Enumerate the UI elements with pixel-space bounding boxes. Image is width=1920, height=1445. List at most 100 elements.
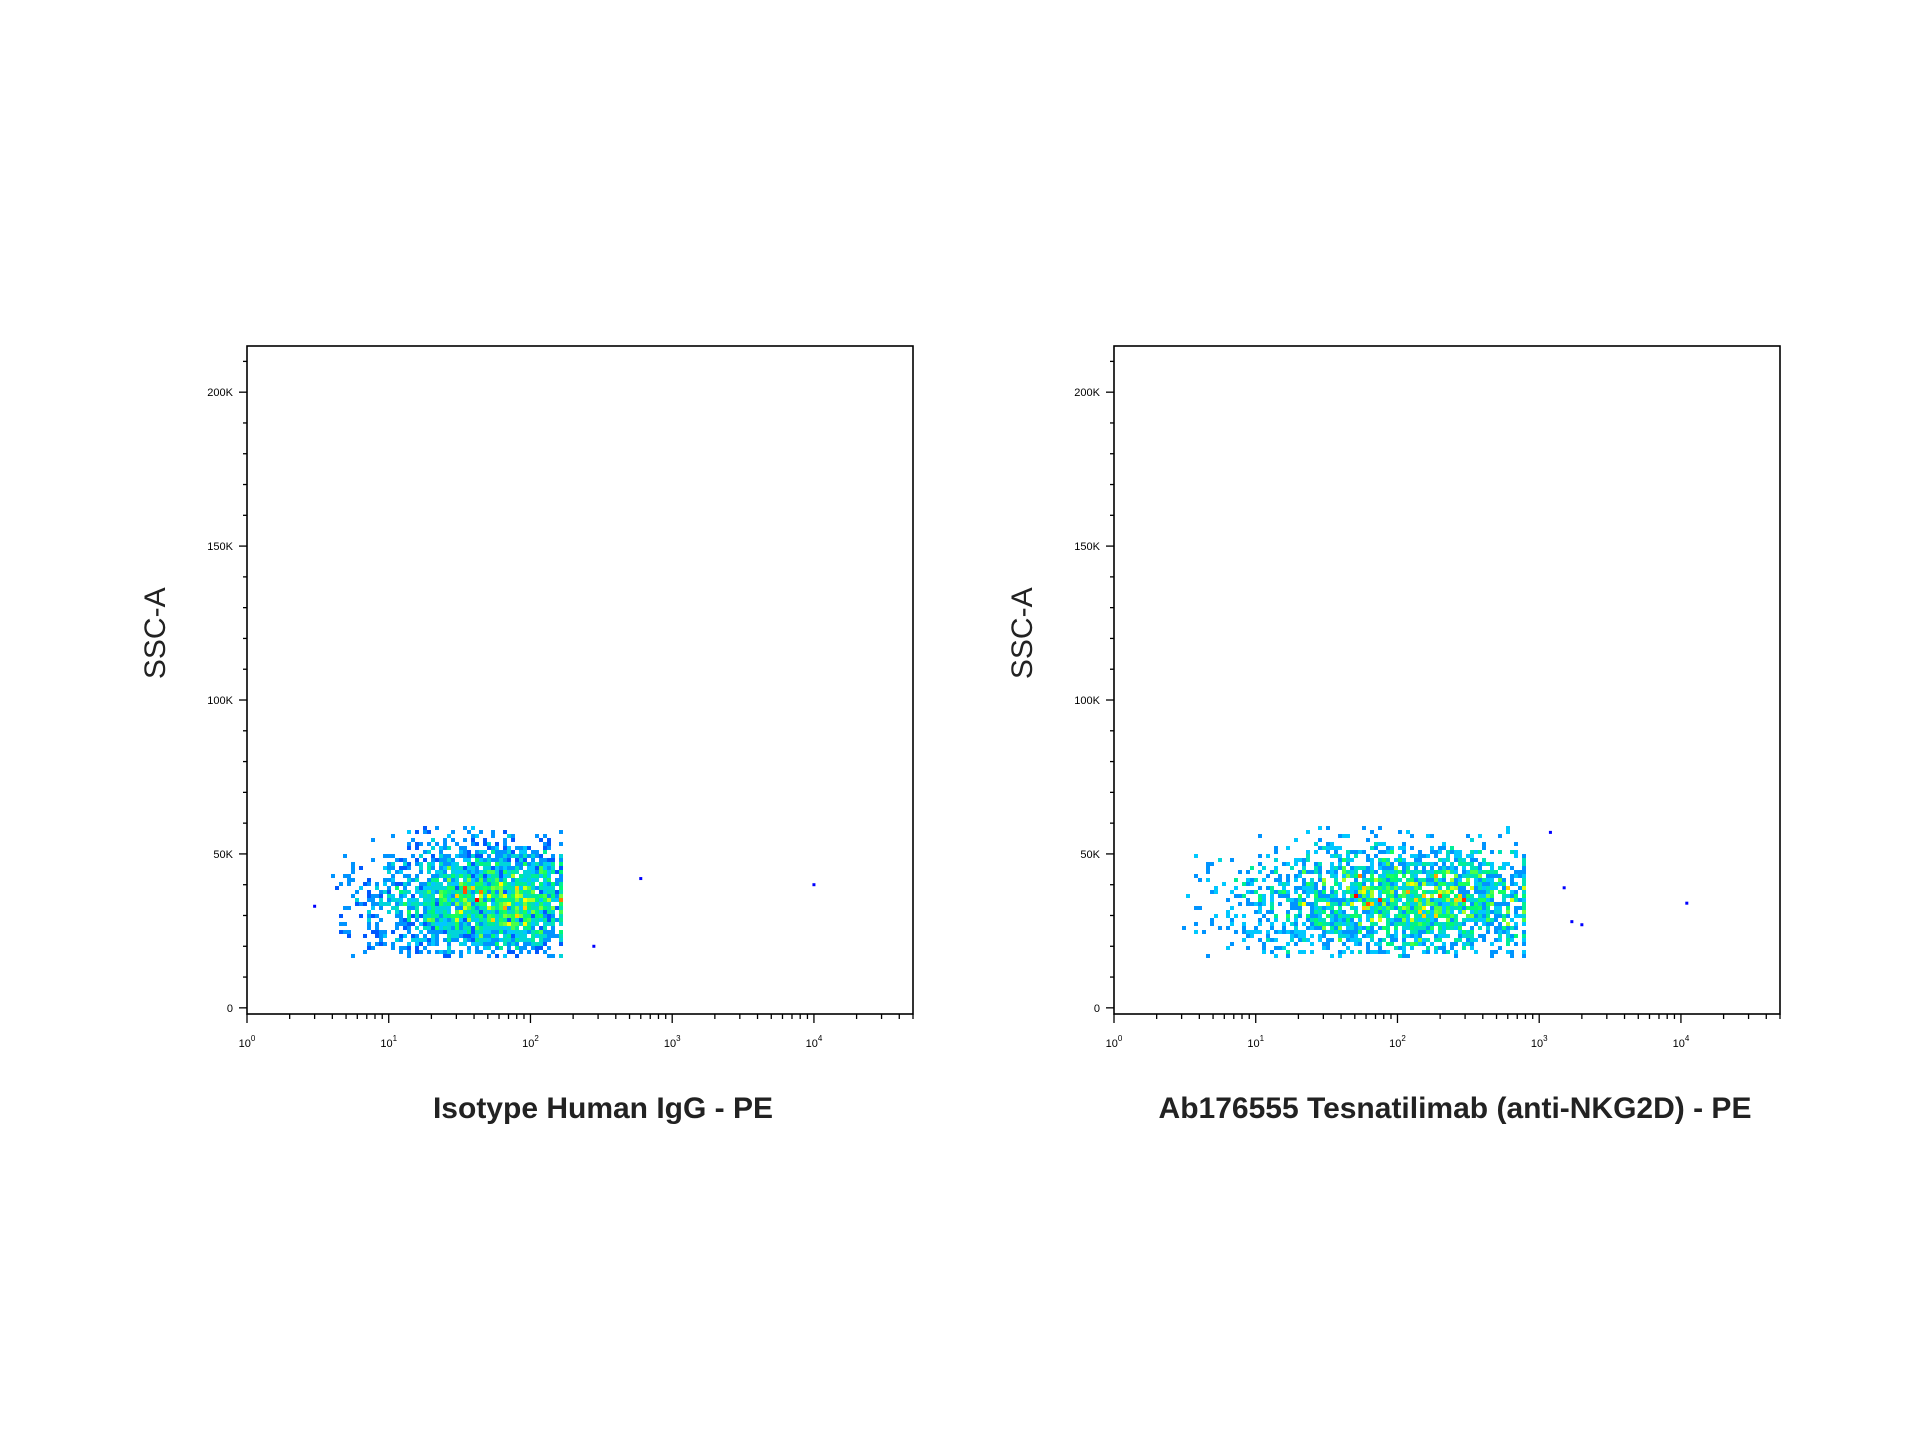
event-bin [1318,846,1322,850]
event-bin [1462,858,1466,862]
event-bin [1394,898,1398,902]
event-bin [439,926,443,930]
event-bin [1426,898,1430,902]
event-bin [519,898,523,902]
event-bin [1290,866,1294,870]
event-bin [1278,930,1282,934]
event-bin [1234,886,1238,890]
event-bin [1514,894,1518,898]
event-bin [1374,930,1378,934]
event-bin [1306,882,1310,886]
event-bin [423,934,427,938]
event-bin [1270,922,1274,926]
event-bin [1258,870,1262,874]
event-bin [1246,890,1250,894]
event-bin [1394,918,1398,922]
event-bin [483,918,487,922]
event-bin [1522,950,1526,954]
event-bin [1378,890,1382,894]
event-bin [1502,926,1506,930]
event-bin [1258,894,1262,898]
event-bin [1474,874,1478,878]
event-bin [1326,850,1330,854]
event-bin [1458,922,1462,926]
event-bin [1470,934,1474,938]
event-bin [1422,894,1426,898]
event-bin [459,850,463,854]
event-bin [1194,854,1198,858]
event-bin [1430,918,1434,922]
event-bin [471,906,475,910]
event-bin [527,942,531,946]
event-bin [1406,914,1410,918]
y-tick-label: 0 [1094,1003,1100,1015]
event-bin [1426,890,1430,894]
event-bin [1454,866,1458,870]
event-bin [359,886,363,890]
event-bin [483,902,487,906]
event-bin [391,946,395,950]
event-bin [1306,890,1310,894]
event-bin [407,862,411,866]
event-bin [1418,878,1422,882]
event-bin [1378,942,1382,946]
event-bin [1446,870,1450,874]
event-bin [511,854,515,858]
event-bin [1330,938,1334,942]
event-bin [463,930,467,934]
event-bin [1502,866,1506,870]
event-bin [1370,870,1374,874]
event-bin [1466,914,1470,918]
event-bin [1414,882,1418,886]
event-bin [1490,878,1494,882]
event-bin [423,902,427,906]
event-bin [1298,910,1302,914]
event-bin [1274,890,1278,894]
event-bin [1494,886,1498,890]
event-bin [1330,890,1334,894]
event-bin [1370,862,1374,866]
event-bin [1326,906,1330,910]
event-bin [1298,858,1302,862]
event-bin [511,838,515,842]
event-bin [1402,910,1406,914]
event-bin [407,902,411,906]
event-bin [555,918,559,922]
event-bin [1206,878,1210,882]
event-bin [1410,890,1414,894]
event-bin [427,862,431,866]
event-bin [539,942,543,946]
event-bin [499,854,503,858]
event-bin [1398,830,1402,834]
event-bin [1430,926,1434,930]
event-bin [427,942,431,946]
event-bin [395,926,399,930]
event-bin [1390,918,1394,922]
event-bin [463,882,467,886]
event-bin [1358,890,1362,894]
event-bin [1454,954,1458,958]
outlier-event-3 [313,904,317,908]
event-bin [439,910,443,914]
event-bin [475,906,479,910]
event-bin [1386,866,1390,870]
event-bin [1314,902,1318,906]
event-bin [359,902,363,906]
event-bin [491,846,495,850]
event-bin [1366,950,1370,954]
event-bin [1490,862,1494,866]
event-bin [1522,858,1526,862]
event-bin [1346,854,1350,858]
event-bin [471,942,475,946]
event-bin [1314,886,1318,890]
event-bin [1306,914,1310,918]
event-bin [383,882,387,886]
x-tick-label: 104 [1673,1034,1690,1050]
event-bin [427,910,431,914]
event-bin [1486,894,1490,898]
event-bin [519,862,523,866]
event-bin [475,950,479,954]
event-bin [1422,866,1426,870]
event-bin [1326,870,1330,874]
event-bin [1462,946,1466,950]
